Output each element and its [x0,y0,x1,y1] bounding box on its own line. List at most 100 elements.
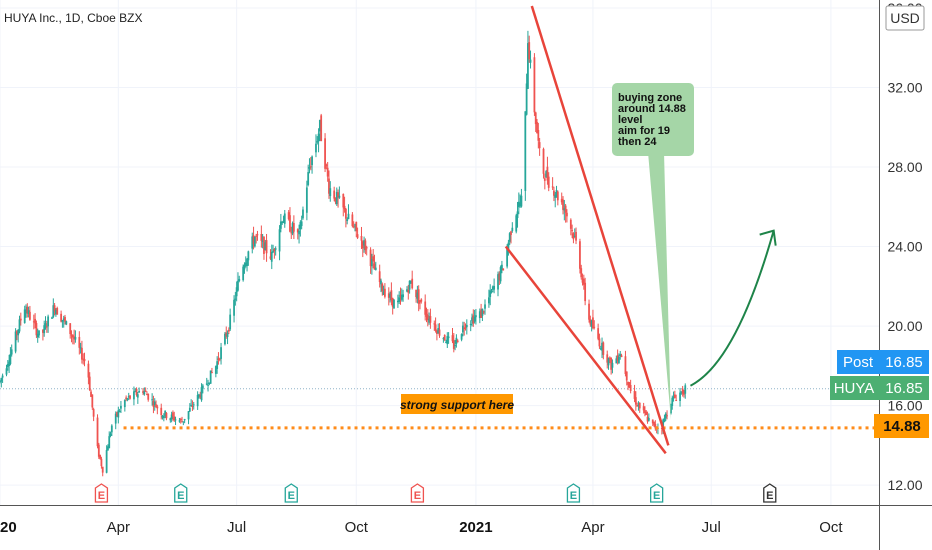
candle-body [546,166,549,181]
post-price-badge: Post 16.85 [837,350,929,374]
earnings-marker-box [763,483,777,503]
candle-body [590,320,593,327]
candle-body [120,405,122,409]
candle-body [333,190,336,199]
earnings-marker[interactable]: E [410,483,425,503]
candle-body [490,291,493,293]
candle-body [62,318,65,321]
candle-body [243,264,246,270]
candle-body [138,391,141,393]
candle-body [109,433,112,436]
earnings-marker[interactable]: E [284,483,298,503]
candle-body [196,394,199,407]
candle-body [673,394,676,398]
candle-body [328,178,330,194]
candle-body [201,385,204,389]
candle-body [481,308,484,316]
earnings-marker[interactable]: E [566,483,581,503]
callout-line-2: around 14.88 [618,103,686,115]
candle-body [438,329,441,336]
candle-body [36,333,39,338]
candle-body [393,299,395,309]
candle-body [135,388,138,396]
candle-body [134,391,137,393]
candle-body [473,316,476,322]
earnings-marker-label: E [570,490,577,502]
candle-body [633,391,636,399]
candle-body [17,329,20,336]
candle-body [533,57,536,113]
candle-body [200,387,203,401]
y-tick-label: 20.00 [887,318,922,334]
candle-body [443,335,446,340]
candle-body [672,396,675,399]
candle-body [74,336,77,340]
candle-body [165,412,168,419]
candle-body [517,201,520,208]
candle-body [391,297,394,307]
candle-body [497,274,499,290]
time-axis[interactable]: 2020 Apr Jul Oct 2021 Apr Jul Oct [0,519,843,536]
candle-body [88,376,91,390]
candle-body [346,219,349,222]
candle-body [464,327,467,329]
candle-body [542,148,545,174]
candle-body [318,120,321,132]
gridlines [0,0,879,505]
candle-body [217,358,220,360]
currency-box[interactable] [885,5,925,31]
candle-body [174,419,177,421]
candle-body [419,300,421,303]
candle-body [581,278,584,283]
candle-body [19,318,22,321]
candle-body [396,300,399,303]
candle-body [136,394,139,398]
candle-body [572,233,575,240]
candle-body [218,358,221,360]
candle-body [597,328,600,339]
candle-body [60,313,63,322]
candle-body [252,235,255,245]
candle-body [226,332,229,337]
earnings-marker[interactable]: E [94,483,109,503]
candle-body [198,394,200,396]
candle-body [510,231,512,235]
candle-body [279,221,282,229]
candle-body [34,318,37,324]
candle-body [99,454,102,459]
candle-body [151,399,154,401]
candle-body [220,347,222,359]
earnings-marker[interactable]: E [649,483,664,503]
candle-body [300,221,303,226]
candle-body [451,335,454,342]
earnings-marker[interactable]: E [174,483,188,503]
candle-body [0,381,1,383]
earnings-marker[interactable]: E [763,483,777,503]
candle-body [608,357,611,359]
candle-body [447,336,450,339]
candle-body [291,223,294,234]
earnings-marker-box [410,483,425,503]
candle-body [143,391,146,395]
candle-body [35,323,38,336]
candle-body [502,268,505,271]
candle-body [684,385,687,394]
candle-body [536,121,538,134]
candle-body [325,164,328,166]
earnings-marker-box [284,483,298,503]
candle-body [38,330,40,336]
candle-body [556,191,559,201]
candle-body [537,130,540,141]
candle-body [45,326,48,328]
candle-body [270,251,273,262]
candle-body [460,334,463,340]
earnings-marker-box [649,483,664,503]
callout-box [612,83,694,156]
candle-body [618,356,620,363]
candle-body [317,133,320,142]
candle-body [454,345,457,347]
candle-body [302,209,304,219]
